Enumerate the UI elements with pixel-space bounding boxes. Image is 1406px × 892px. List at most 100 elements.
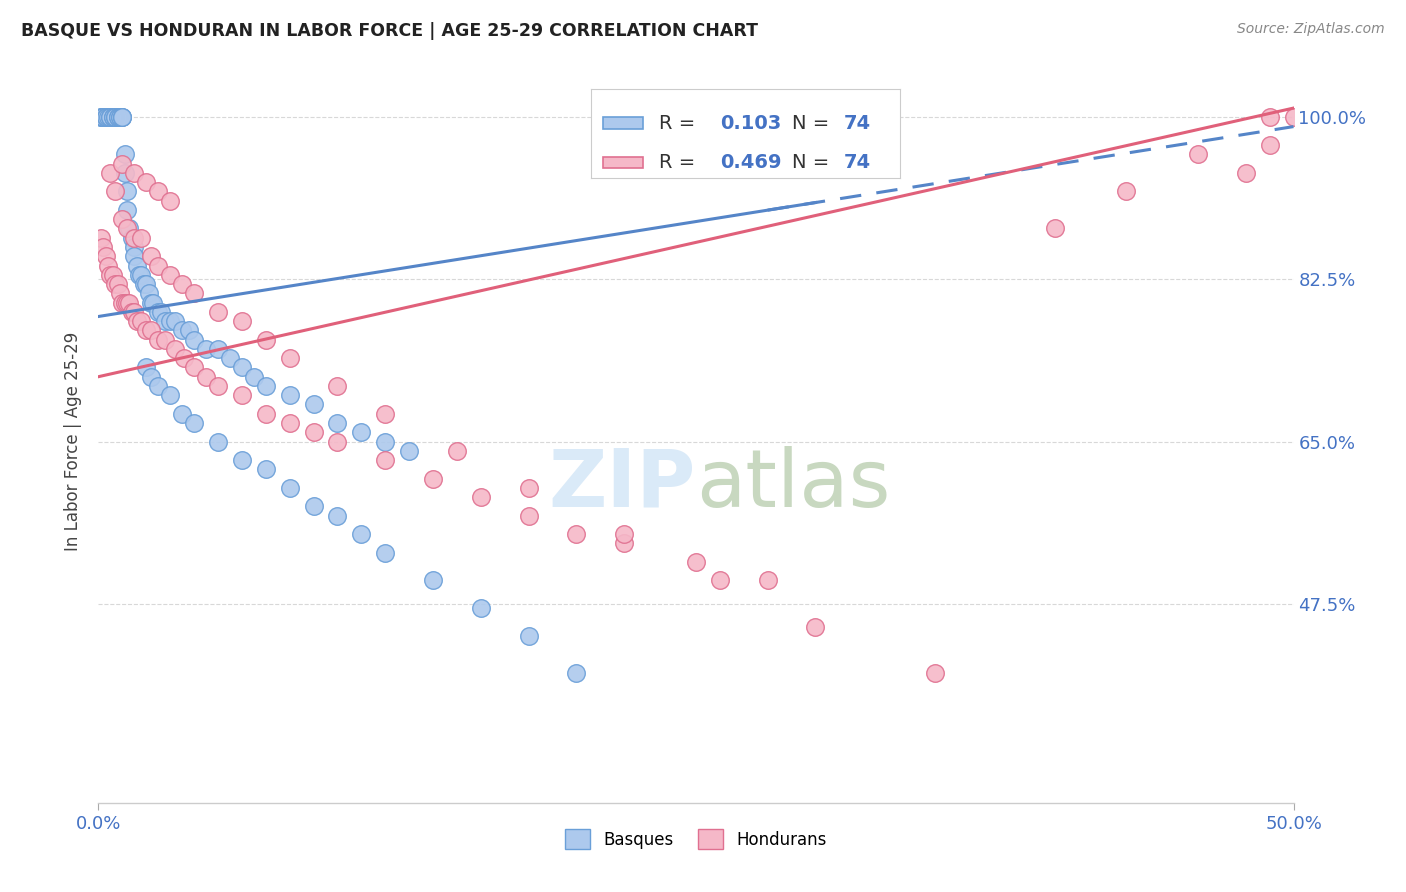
Point — [101, 111, 124, 125]
Point — [243, 369, 266, 384]
Point — [155, 314, 177, 328]
Point — [924, 666, 946, 681]
Text: N =: N = — [792, 113, 835, 133]
Point — [94, 111, 117, 125]
Text: atlas: atlas — [696, 446, 890, 524]
Point — [1187, 147, 1209, 161]
Point — [111, 111, 134, 125]
Point — [278, 481, 301, 495]
Point — [159, 268, 181, 282]
Point — [98, 111, 122, 125]
Legend: Basques, Hondurans: Basques, Hondurans — [558, 822, 834, 856]
Point — [195, 369, 218, 384]
Point — [118, 221, 141, 235]
Point — [111, 212, 134, 227]
Text: 74: 74 — [844, 113, 872, 133]
Point — [804, 620, 827, 634]
Point — [108, 111, 131, 125]
Point — [398, 443, 420, 458]
Y-axis label: In Labor Force | Age 25-29: In Labor Force | Age 25-29 — [65, 332, 83, 551]
Point — [139, 369, 162, 384]
Point — [302, 397, 325, 411]
Point — [90, 111, 112, 125]
Point — [470, 490, 492, 504]
Point — [278, 351, 301, 366]
Text: ZIP: ZIP — [548, 446, 696, 524]
Point — [183, 416, 205, 430]
Bar — [603, 157, 643, 168]
Point — [350, 425, 373, 440]
Point — [613, 527, 636, 541]
Point — [108, 286, 131, 301]
Point — [90, 111, 112, 125]
Point — [124, 249, 146, 263]
Point — [97, 259, 120, 273]
Point — [374, 407, 396, 421]
Text: 0.103: 0.103 — [720, 113, 782, 133]
Point — [172, 277, 194, 291]
Point — [90, 231, 112, 245]
Point — [565, 527, 588, 541]
Point — [111, 111, 134, 125]
Point — [118, 295, 141, 310]
Point — [1258, 138, 1281, 153]
Point — [1234, 166, 1257, 180]
Point — [207, 379, 229, 393]
Point — [155, 333, 177, 347]
Point — [422, 574, 444, 588]
Point — [254, 462, 277, 476]
Point — [159, 194, 181, 208]
Point — [446, 443, 468, 458]
Point — [115, 221, 138, 235]
Text: Source: ZipAtlas.com: Source: ZipAtlas.com — [1237, 22, 1385, 37]
Point — [135, 175, 157, 189]
Point — [139, 249, 162, 263]
Point — [121, 305, 143, 319]
Point — [374, 434, 396, 449]
Point — [107, 111, 129, 125]
Point — [326, 434, 349, 449]
Point — [111, 156, 134, 170]
Point — [163, 342, 186, 356]
Point — [132, 277, 155, 291]
Point — [231, 388, 253, 402]
Point — [326, 508, 349, 523]
Point — [94, 249, 117, 263]
Point — [173, 351, 195, 366]
Point — [125, 259, 148, 273]
Point — [183, 360, 205, 375]
Point — [517, 629, 540, 643]
Point — [128, 268, 150, 282]
Point — [231, 314, 253, 328]
Point — [179, 323, 201, 337]
Point — [374, 546, 396, 560]
Text: 0.469: 0.469 — [720, 153, 782, 172]
Point — [101, 111, 124, 125]
Point — [172, 407, 194, 421]
Point — [124, 305, 146, 319]
Point — [98, 111, 122, 125]
Text: N =: N = — [792, 153, 835, 172]
Point — [613, 536, 636, 550]
Point — [326, 416, 349, 430]
Point — [422, 472, 444, 486]
Point — [97, 111, 120, 125]
Point — [91, 111, 114, 125]
Point — [108, 111, 131, 125]
Point — [104, 111, 127, 125]
Point — [254, 333, 277, 347]
Text: 74: 74 — [844, 153, 872, 172]
Text: BASQUE VS HONDURAN IN LABOR FORCE | AGE 25-29 CORRELATION CHART: BASQUE VS HONDURAN IN LABOR FORCE | AGE … — [21, 22, 758, 40]
Point — [149, 305, 172, 319]
Point — [302, 500, 325, 514]
Point — [98, 166, 122, 180]
Point — [1043, 221, 1066, 235]
Point — [135, 360, 157, 375]
Point — [1282, 111, 1305, 125]
Point — [207, 342, 229, 356]
Point — [115, 185, 138, 199]
Text: R =: R = — [658, 113, 702, 133]
Point — [115, 295, 138, 310]
Point — [142, 295, 165, 310]
Point — [91, 240, 114, 254]
